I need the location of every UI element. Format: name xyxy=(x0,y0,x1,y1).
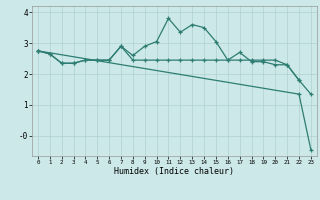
X-axis label: Humidex (Indice chaleur): Humidex (Indice chaleur) xyxy=(115,167,234,176)
